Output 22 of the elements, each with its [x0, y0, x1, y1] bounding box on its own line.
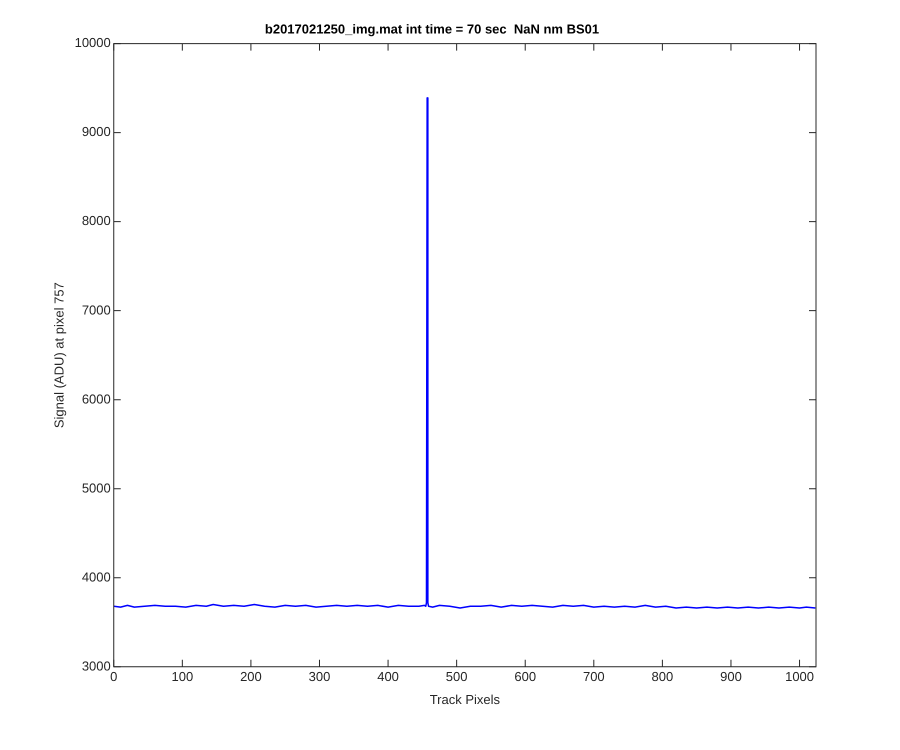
x-tick-label: 700 [582, 669, 605, 684]
x-tick-label: 100 [171, 669, 194, 684]
x-tick-label: 400 [377, 669, 399, 684]
x-tick-label: 600 [514, 669, 536, 684]
x-tick-label: 300 [308, 669, 330, 684]
y-tick-label: 8000 [82, 213, 111, 228]
y-tick-label: 3000 [82, 658, 111, 674]
x-tick-label: 200 [240, 669, 262, 684]
chart-title: b2017021250_img.mat int time = 70 sec NaN nm BS01 [264, 21, 600, 36]
y-tick-label: 5000 [82, 480, 111, 496]
y-tick-label: 4000 [82, 569, 111, 584]
x-tick-label: 1000 [785, 669, 814, 684]
y-tick-label: 9000 [82, 124, 111, 140]
x-tick-label: 900 [720, 669, 742, 684]
y-axis-title: Signal (ADU) at pixel 757 [51, 282, 66, 428]
x-axis-title: Track Pixels [430, 692, 501, 707]
x-tick-label: 0 [110, 669, 118, 684]
x-tick-label: 800 [652, 669, 674, 684]
x-tick-label: 500 [446, 669, 468, 684]
y-tick-label: 6000 [82, 391, 111, 406]
y-tick-label: 7000 [82, 302, 111, 318]
y-tick-label: 10000 [74, 35, 111, 50]
